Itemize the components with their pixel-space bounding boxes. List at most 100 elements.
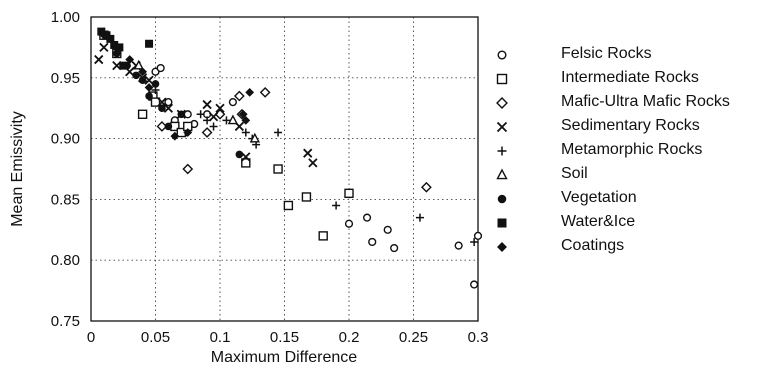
legend-item: Water&Ice (493, 211, 778, 235)
data-point (227, 114, 239, 125)
legend-item: Sedimentary Rocks (493, 115, 778, 139)
legend-item: Mafic-Ultra Mafic Rocks (493, 91, 778, 115)
x-tick-label: 0.15 (270, 329, 299, 346)
y-tick-label: 1.00 (51, 9, 80, 26)
data-point (303, 148, 313, 158)
y-tick-labels: 0.75 0.80 0.85 0.90 0.95 1.00 (51, 9, 80, 330)
legend-item: Soil (493, 163, 778, 187)
data-point (106, 34, 115, 43)
legend-marker-icon (497, 242, 507, 252)
data-point (332, 201, 341, 210)
data-point (203, 116, 212, 125)
y-tick-label: 0.85 (51, 191, 80, 208)
data-point (235, 150, 244, 159)
x-tick-label: 0.25 (399, 329, 428, 346)
legend-label: Intermediate Rocks (561, 69, 699, 86)
data-point (415, 213, 424, 222)
data-point (112, 43, 122, 52)
y-tick-label: 0.75 (51, 313, 80, 330)
data-point (222, 116, 231, 125)
data-point (97, 27, 106, 36)
x-tick-label: 0.3 (468, 329, 489, 346)
data-point (301, 192, 312, 202)
legend-item: Vegetation (493, 187, 778, 211)
data-point (156, 121, 168, 132)
data-point (241, 128, 250, 137)
data-point (150, 97, 161, 107)
data-point (163, 103, 174, 113)
data-point (390, 243, 399, 253)
data-point (182, 163, 194, 175)
data-point (99, 42, 109, 53)
legend-marker-icon (496, 97, 508, 109)
data-point (132, 71, 140, 80)
legend: Felsic Rocks Intermediate Rocks Mafic-Ultr… (493, 43, 778, 259)
y-axis-title: Mean Emissivity (9, 111, 26, 227)
y-tick-label: 0.80 (51, 252, 80, 269)
data-point (208, 112, 219, 122)
legend-item: Intermediate Rocks (493, 67, 778, 91)
data-point (164, 122, 173, 131)
data-point (125, 55, 135, 64)
data-point (283, 200, 294, 211)
data-point (145, 39, 154, 48)
data-point (421, 181, 432, 193)
data-point (137, 109, 148, 119)
data-point (113, 49, 121, 58)
data-point (215, 103, 225, 113)
data-point (183, 128, 193, 137)
legend-marker-icon (497, 218, 507, 228)
data-point (183, 110, 192, 119)
data-point (99, 30, 109, 40)
data-point (202, 99, 212, 110)
data-point (164, 98, 173, 107)
data-point (344, 219, 354, 228)
data-point (119, 61, 128, 70)
plot-frame (90, 16, 479, 322)
data-point (274, 128, 283, 137)
data-point (133, 59, 144, 70)
data-point (177, 110, 186, 119)
data-point (383, 225, 392, 234)
legend-label: Water&Ice (561, 213, 636, 230)
legend-marker-icon (497, 194, 507, 204)
legend-label: Metamorphic Rocks (561, 141, 703, 158)
data-point (110, 40, 119, 49)
data-point (344, 188, 354, 199)
legend-marker-icon (497, 50, 507, 60)
x-tick-label: 0.1 (210, 329, 231, 346)
data-point (209, 122, 218, 131)
data-point (473, 231, 483, 240)
data-point (94, 54, 104, 65)
y-tick-label: 0.90 (51, 131, 80, 148)
legend-item: Metamorphic Rocks (493, 139, 778, 163)
x-tick-label: 0 (87, 329, 95, 346)
data-point (241, 158, 251, 168)
legend-label: Felsic Rocks (561, 45, 652, 62)
data-point (156, 63, 165, 73)
legend-label: Vegetation (561, 189, 637, 206)
data-point (158, 104, 166, 112)
data-point (144, 75, 154, 85)
legend-label: Coatings (561, 237, 625, 254)
data-point (233, 90, 245, 102)
data-point (470, 237, 479, 246)
data-point (138, 76, 147, 85)
data-point (138, 67, 147, 77)
x-axis-title: Maximum Difference (211, 349, 358, 366)
data-point (249, 132, 260, 143)
legend-marker-icon (496, 73, 508, 85)
data-point (259, 87, 271, 98)
data-point (245, 87, 255, 97)
data-point (145, 92, 153, 100)
grid-lines (91, 17, 478, 321)
data-point (308, 158, 318, 168)
x-tick-label: 0.2 (339, 329, 360, 346)
data-point (241, 115, 251, 125)
legend-label: Soil (561, 165, 588, 182)
legend-item: Coatings (493, 235, 778, 259)
data-point (362, 213, 372, 222)
data-point (273, 164, 283, 174)
legend-marker-icon (496, 121, 508, 133)
